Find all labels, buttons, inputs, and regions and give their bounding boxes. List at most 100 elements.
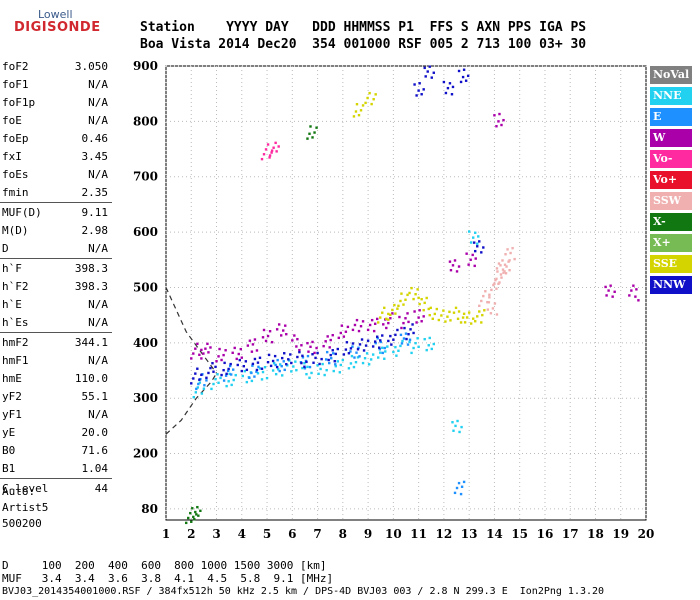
echo-point	[258, 356, 262, 359]
x-tick-label: 12	[436, 527, 453, 541]
echo-point	[253, 357, 257, 361]
echo-point	[486, 300, 489, 304]
echo-point	[449, 319, 452, 322]
echo-point	[464, 79, 468, 82]
echo-point	[280, 364, 283, 368]
echo-point	[266, 334, 270, 338]
echo-point	[396, 307, 399, 310]
echo-point	[289, 353, 292, 356]
echo-point	[469, 258, 472, 261]
echo-point	[497, 262, 501, 265]
param-row: hmF1 N/A	[0, 352, 120, 370]
param-row: MUF(D) 9.11	[0, 204, 120, 222]
echo-point	[314, 356, 317, 360]
echo-point	[334, 364, 337, 368]
echo-point	[424, 75, 427, 78]
echo-point	[392, 350, 395, 354]
echo-point	[303, 362, 306, 365]
echo-point	[481, 313, 484, 317]
echo-point	[224, 349, 227, 352]
echo-point	[267, 353, 271, 357]
echo-point	[192, 515, 195, 519]
echo-point	[476, 245, 479, 248]
echo-point	[381, 311, 384, 314]
echo-point	[507, 260, 510, 263]
echo-point	[257, 365, 260, 369]
echo-point	[306, 341, 309, 345]
echo-point	[320, 357, 323, 361]
echo-point	[406, 293, 409, 297]
echo-point	[368, 323, 372, 327]
echo-point	[417, 345, 420, 349]
legend-item: SSE	[650, 255, 692, 273]
echo-point	[313, 351, 316, 355]
echo-point	[202, 352, 205, 355]
echo-point	[366, 328, 370, 332]
param-row: h`F2 398.3	[0, 278, 120, 296]
echo-point	[352, 365, 356, 369]
echo-point	[292, 365, 295, 368]
echo-point	[324, 340, 327, 343]
echo-point	[416, 337, 419, 340]
echo-point	[478, 304, 481, 308]
legend-item: X+	[650, 234, 692, 252]
echo-point	[237, 352, 240, 356]
echo-point	[301, 354, 304, 357]
echo-point	[387, 318, 390, 321]
echo-point	[397, 304, 400, 308]
param-value: 2.35	[81, 186, 109, 199]
echo-point	[207, 351, 210, 354]
echo-point	[359, 325, 363, 328]
echo-point	[359, 109, 363, 112]
echo-point	[460, 485, 464, 488]
auto-block: Auto: Artist5 500200	[2, 484, 48, 532]
echo-point	[251, 364, 254, 367]
echo-point	[194, 347, 197, 350]
echo-point	[430, 347, 433, 351]
echo-point	[256, 372, 260, 375]
echo-point	[311, 136, 314, 139]
echo-point	[225, 372, 228, 376]
echo-point	[604, 285, 607, 289]
echo-point	[497, 282, 500, 286]
echo-point	[429, 306, 432, 310]
echo-point	[474, 257, 477, 260]
param-label: hmE	[2, 372, 22, 385]
echo-point	[200, 357, 203, 360]
legend-item: NoVal	[650, 66, 692, 84]
echo-point	[293, 334, 296, 337]
param-value: N/A	[88, 298, 108, 311]
echo-point	[508, 268, 511, 272]
echo-point	[281, 374, 284, 377]
echo-point	[326, 335, 329, 338]
echo-point	[360, 338, 364, 341]
echo-point	[384, 350, 387, 353]
echo-point	[446, 315, 449, 318]
echo-point	[339, 363, 343, 367]
echo-point	[385, 317, 388, 321]
x-tick-label: 11	[410, 527, 427, 541]
echo-point	[462, 312, 466, 316]
echo-point	[459, 80, 463, 84]
echo-point	[330, 357, 333, 360]
x-tick-label: 8	[339, 527, 347, 541]
echo-point	[255, 370, 258, 373]
echo-point	[357, 346, 360, 350]
echo-point	[399, 344, 402, 348]
param-row: hmF2 344.1	[0, 334, 120, 352]
echo-point	[250, 371, 253, 375]
echo-point	[435, 307, 439, 311]
y-tick-label: 800	[133, 114, 158, 128]
echo-point	[423, 66, 426, 70]
echo-point	[263, 365, 267, 369]
echo-point	[504, 253, 507, 256]
echo-point	[347, 367, 351, 370]
echo-point	[240, 356, 243, 359]
param-row: M(D) 2.98	[0, 222, 120, 240]
echo-point	[224, 374, 228, 377]
echo-point	[488, 293, 491, 296]
echo-point	[508, 259, 511, 262]
echo-point	[496, 270, 499, 273]
param-value: 71.6	[81, 444, 109, 457]
echo-point	[376, 337, 379, 340]
